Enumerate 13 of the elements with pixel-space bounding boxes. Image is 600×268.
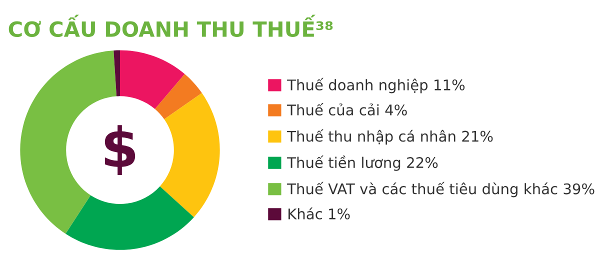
legend-label: Thuế thu nhập cá nhân 21% (287, 129, 493, 145)
legend-label: Thuế tiền lương 22% (287, 156, 438, 171)
legend-label: Thuế của cải 4% (287, 102, 407, 116)
donut-slice (120, 50, 185, 110)
legend-label: Thuế VAT và các thuế tiêu dùng khác 39% (287, 182, 594, 198)
donut-slice (114, 50, 120, 96)
chart-title: CƠ CẤU DOANH THU THUẾ³⁸ (8, 14, 333, 37)
donut-slice (154, 74, 202, 120)
donut-slice (66, 186, 194, 250)
legend-label: Khác 1% (288, 208, 350, 220)
donut-slice (160, 92, 220, 218)
donut-slice (20, 50, 117, 234)
legend-label: Thuế doanh nghiệp 11% (287, 78, 465, 94)
